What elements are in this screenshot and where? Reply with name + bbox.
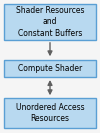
Text: Compute Shader: Compute Shader: [18, 64, 82, 73]
FancyBboxPatch shape: [4, 98, 96, 128]
FancyBboxPatch shape: [4, 60, 96, 77]
FancyBboxPatch shape: [4, 4, 96, 40]
Text: Shader Resources
and
Constant Buffers: Shader Resources and Constant Buffers: [16, 6, 84, 38]
Text: Unordered Access
Resources: Unordered Access Resources: [16, 103, 84, 123]
